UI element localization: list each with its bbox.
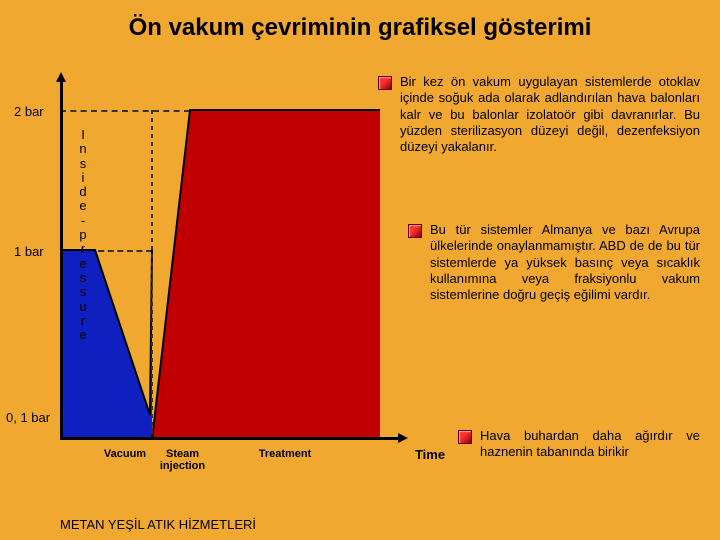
page-title: Ön vakum çevriminin grafiksel gösterimi [0,0,720,50]
chart-svg [60,80,380,440]
xlabel-steam: Steam injection [155,448,210,472]
y-axis [60,80,63,440]
bullet-icon [378,76,392,90]
bullet-icon [458,430,472,444]
chart-area: Inside-pressure [60,80,380,440]
paragraph-3-text: Hava buhardan daha ağırdır ve haznenin t… [480,428,700,459]
xlabel-time: Time [410,448,450,462]
paragraph-2: Bu tür sistemler Almanya ve bazı Avrupa … [430,222,700,303]
footer-text: METAN YEŞİL ATIK HİZMETLERİ [60,517,256,532]
x-axis [60,437,400,440]
paragraph-3: Hava buhardan daha ağırdır ve haznenin t… [480,428,700,461]
treatment-region [152,110,380,440]
paragraph-1-text: Bir kez ön vakum uygulayan sistemlerde o… [400,74,700,154]
xlabel-treatment: Treatment [250,448,320,460]
paragraph-2-text: Bu tür sistemler Almanya ve bazı Avrupa … [430,222,700,302]
ylabel-2bar: 2 bar [14,104,394,119]
ylabel-1bar: 1 bar [14,244,394,259]
y-axis-title: Inside-pressure [78,128,88,342]
paragraph-1: Bir kez ön vakum uygulayan sistemlerde o… [400,74,700,155]
bullet-icon [408,224,422,238]
xlabel-vacuum: Vacuum [100,448,150,460]
ylabel-01bar: 0, 1 bar [6,410,394,425]
